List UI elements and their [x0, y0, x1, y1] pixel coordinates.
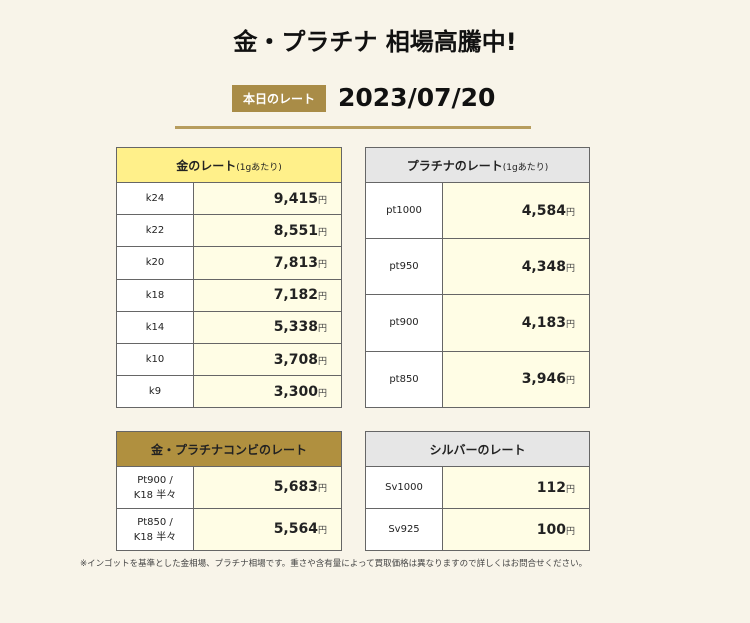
row-value: 3,708円 [193, 342, 342, 377]
yen-unit: 円 [565, 526, 575, 537]
rate-date: 2023/07/20 [338, 83, 496, 112]
row-value: 5,564円 [193, 508, 342, 551]
table-row: k14 5,338円 [116, 310, 342, 344]
yen-unit: 円 [565, 376, 575, 387]
divider [175, 126, 531, 129]
silver-table-header: シルバーのレート [365, 431, 590, 467]
yen-unit: 円 [317, 292, 327, 303]
row-value: 4,584円 [442, 181, 590, 240]
table-row: Pt900 /K18 半々 5,683円 [116, 466, 342, 509]
table-row: k20 7,813円 [116, 246, 342, 280]
table-row: Sv1000 112円 [365, 466, 590, 509]
row-label: Sv1000 [365, 466, 443, 509]
row-label: k24 [116, 181, 194, 216]
yen-unit: 円 [317, 259, 327, 270]
platinum-rate-table: プラチナのレート(1gあたり) pt1000 4,584円 pt950 4,348円 p… [365, 147, 590, 408]
table-row: pt1000 4,584円 [365, 181, 590, 240]
row-label: k20 [116, 246, 194, 280]
gold-table-header: 金のレート(1gあたり) [116, 147, 342, 183]
yen-unit: 円 [565, 263, 575, 274]
table-row: pt900 4,183円 [365, 294, 590, 352]
table-row: k22 8,551円 [116, 214, 342, 248]
row-value: 100円 [442, 508, 590, 551]
table-row: k24 9,415円 [116, 181, 342, 216]
row-label: Sv925 [365, 508, 443, 551]
row-value: 4,348円 [442, 238, 590, 296]
silver-rate-table: シルバーのレート Sv1000 112円 Sv925 100円 [365, 431, 590, 551]
row-label: pt1000 [365, 181, 443, 240]
row-value: 112円 [442, 466, 590, 509]
row-label: pt950 [365, 238, 443, 296]
row-value: 5,683円 [193, 466, 342, 509]
yen-unit: 円 [317, 388, 327, 399]
row-value: 4,183円 [442, 294, 590, 352]
table-row: pt950 4,348円 [365, 238, 590, 296]
table-row: Sv925 100円 [365, 508, 590, 551]
yen-unit: 円 [565, 319, 575, 330]
table-row: k9 3,300円 [116, 375, 342, 409]
yen-unit: 円 [317, 526, 327, 536]
row-label: Pt850 /K18 半々 [116, 508, 194, 551]
combo-table-header: 金・プラチナコンビのレート [116, 431, 342, 467]
platinum-table-header: プラチナのレート(1gあたり) [365, 147, 590, 183]
gold-rate-table: 金のレート(1gあたり) k24 9,415円 k22 8,551円 k20 7,813円… [116, 147, 342, 409]
table-row: Pt850 /K18 半々 5,564円 [116, 508, 342, 551]
yen-unit: 円 [565, 484, 575, 495]
yen-unit: 円 [317, 484, 327, 494]
combo-rate-table: 金・プラチナコンビのレート Pt900 /K18 半々 5,683円 Pt850 /… [116, 431, 342, 551]
row-label: pt900 [365, 294, 443, 352]
yen-unit: 円 [317, 324, 327, 335]
row-value: 5,338円 [193, 310, 342, 344]
footnote: ※インゴットを基準とした金相場、プラチナ相場です。重さや含有量によって買取価格は… [80, 559, 588, 569]
row-label: k10 [116, 342, 194, 377]
row-value: 3,300円 [193, 375, 342, 409]
row-label: Pt900 /K18 半々 [116, 466, 194, 509]
row-label: k22 [116, 214, 194, 248]
row-label: pt850 [365, 350, 443, 408]
table-row: k18 7,182円 [116, 278, 342, 312]
row-label: k9 [116, 375, 194, 409]
row-value: 7,182円 [193, 278, 342, 312]
row-label: k14 [116, 310, 194, 344]
yen-unit: 円 [317, 195, 327, 206]
page-title: 金・プラチナ 相場高騰中! [233, 28, 517, 56]
row-value: 8,551円 [193, 214, 342, 248]
yen-unit: 円 [565, 207, 575, 218]
today-rate-badge: 本日のレート [232, 85, 326, 112]
row-label: k18 [116, 278, 194, 312]
table-row: k10 3,708円 [116, 342, 342, 377]
yen-unit: 円 [317, 356, 327, 367]
row-value: 7,813円 [193, 246, 342, 280]
row-value: 3,946円 [442, 350, 590, 408]
yen-unit: 円 [317, 227, 327, 238]
table-row: pt850 3,946円 [365, 350, 590, 408]
row-value: 9,415円 [193, 181, 342, 216]
